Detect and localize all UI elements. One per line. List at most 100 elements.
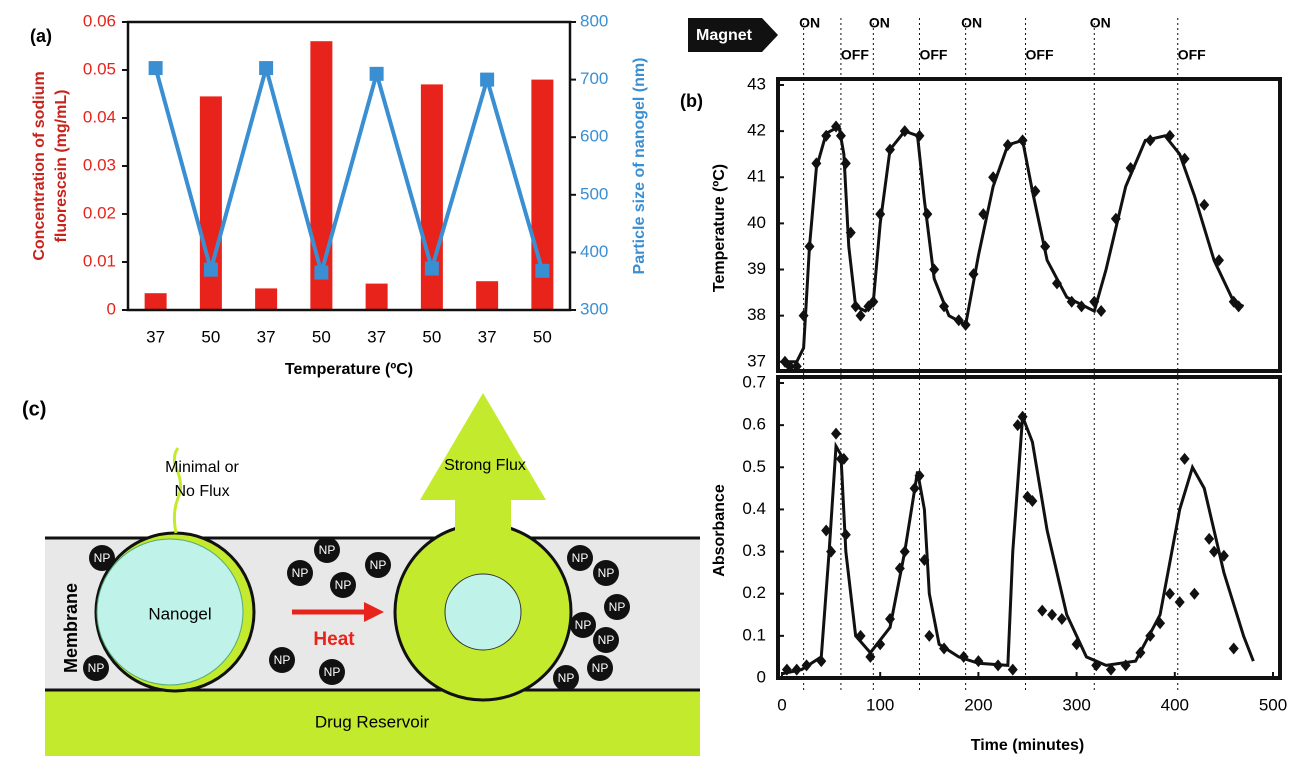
data-point: [1179, 452, 1190, 465]
y-tick-label: 38: [747, 305, 766, 324]
data-point: [1030, 185, 1041, 198]
bar: [255, 288, 278, 310]
data-point: [1007, 663, 1018, 676]
particle: [89, 545, 115, 571]
data-point: [993, 659, 1004, 672]
data-point: [811, 157, 822, 170]
data-point: [835, 129, 846, 142]
data-point: [1164, 129, 1175, 142]
panel-label: (a): [30, 26, 52, 46]
data-point: [845, 226, 856, 239]
marker: [314, 265, 329, 280]
data-point: [1012, 419, 1023, 432]
weak-flux: [172, 447, 183, 534]
data-point: [1056, 613, 1067, 625]
y-tick-label: 0.4: [742, 499, 766, 518]
event-label: ON: [961, 15, 982, 31]
data-point: [885, 143, 896, 156]
x-tick-label: 37: [367, 327, 386, 346]
data-point: [1110, 212, 1121, 225]
data-point: [1174, 596, 1185, 609]
data-point: [784, 360, 795, 373]
data-point: [914, 129, 925, 142]
event-label: OFF: [919, 47, 947, 63]
data-point: [988, 171, 999, 184]
data-point: [1218, 549, 1229, 562]
particle: [287, 560, 313, 586]
y-tick-label: 40: [747, 213, 766, 232]
data-point: [939, 300, 950, 313]
x-tick-label: 37: [257, 327, 276, 346]
marker: [480, 72, 495, 87]
data-point: [1017, 134, 1028, 147]
y2-tick-label: 600: [580, 127, 608, 146]
stem-joint: [471, 690, 495, 696]
y-tick-label: 0: [107, 299, 116, 318]
marker: [148, 61, 163, 76]
data-point: [840, 157, 851, 170]
data-point: [1076, 300, 1087, 313]
x-axis-label: Temperature (ºC): [285, 361, 413, 378]
y2-tick-label: 800: [580, 11, 608, 30]
y-tick-label: 0.3: [742, 541, 766, 560]
data-point: [1105, 663, 1116, 676]
data-point: [939, 642, 950, 655]
data-point: [1164, 587, 1175, 600]
data-point: [821, 129, 832, 142]
data-point: [1089, 295, 1100, 308]
particle: [365, 552, 391, 578]
particle: [604, 594, 630, 620]
y-tick-label: 0.04: [83, 107, 116, 126]
data-point: [978, 208, 989, 221]
y-axis-label: fluorescein (mg/mL): [53, 90, 70, 243]
particle-label: NP: [598, 633, 615, 647]
data-point: [831, 427, 842, 440]
data-point: [1233, 300, 1244, 313]
x-tick-label: 50: [312, 327, 331, 346]
y-tick-label: 42: [747, 121, 766, 140]
data-point: [1145, 134, 1156, 147]
plot-frame: [776, 77, 1282, 373]
particle-label: NP: [558, 671, 575, 685]
y-tick-label: 0.7: [742, 372, 766, 391]
y-tick-label: 37: [747, 351, 766, 370]
y-tick-label: 43: [747, 74, 766, 93]
data-point: [1155, 617, 1166, 630]
data-point: [1179, 152, 1190, 165]
x-tick-label: 50: [201, 327, 220, 346]
data-point: [781, 663, 792, 676]
data-point: [885, 613, 896, 625]
particle-label: NP: [575, 618, 592, 632]
reservoir: [45, 690, 700, 756]
fit-line: [782, 124, 1245, 364]
particle: [593, 627, 619, 653]
heat-label: Heat: [313, 629, 355, 650]
marker: [424, 261, 439, 276]
data-point: [973, 655, 984, 668]
data-point: [1002, 138, 1013, 151]
data-point: [875, 208, 886, 221]
data-point: [868, 295, 879, 308]
data-point: [798, 309, 809, 322]
y-tick-label: 0.03: [83, 155, 116, 174]
event-label: OFF: [1026, 47, 1054, 63]
y-axis-label: Absorbance: [711, 484, 728, 577]
data-point: [804, 240, 815, 253]
data-point: [922, 208, 933, 221]
y-tick-label: 0.2: [742, 583, 766, 602]
marker: [203, 262, 218, 277]
particle-label: NP: [598, 566, 615, 580]
panel-label: (c): [22, 398, 46, 420]
data-point: [1096, 305, 1107, 318]
particle-label: NP: [324, 665, 341, 679]
x-tick-label: 37: [478, 327, 497, 346]
data-point: [924, 629, 935, 642]
shrunk-nanogel: [444, 573, 522, 651]
data-point: [958, 650, 969, 663]
particle-label: NP: [609, 600, 626, 614]
data-point: [1071, 638, 1082, 651]
x-tick-label: 500: [1259, 695, 1287, 714]
x-tick-label: 400: [1161, 695, 1189, 714]
data-point: [929, 263, 940, 276]
